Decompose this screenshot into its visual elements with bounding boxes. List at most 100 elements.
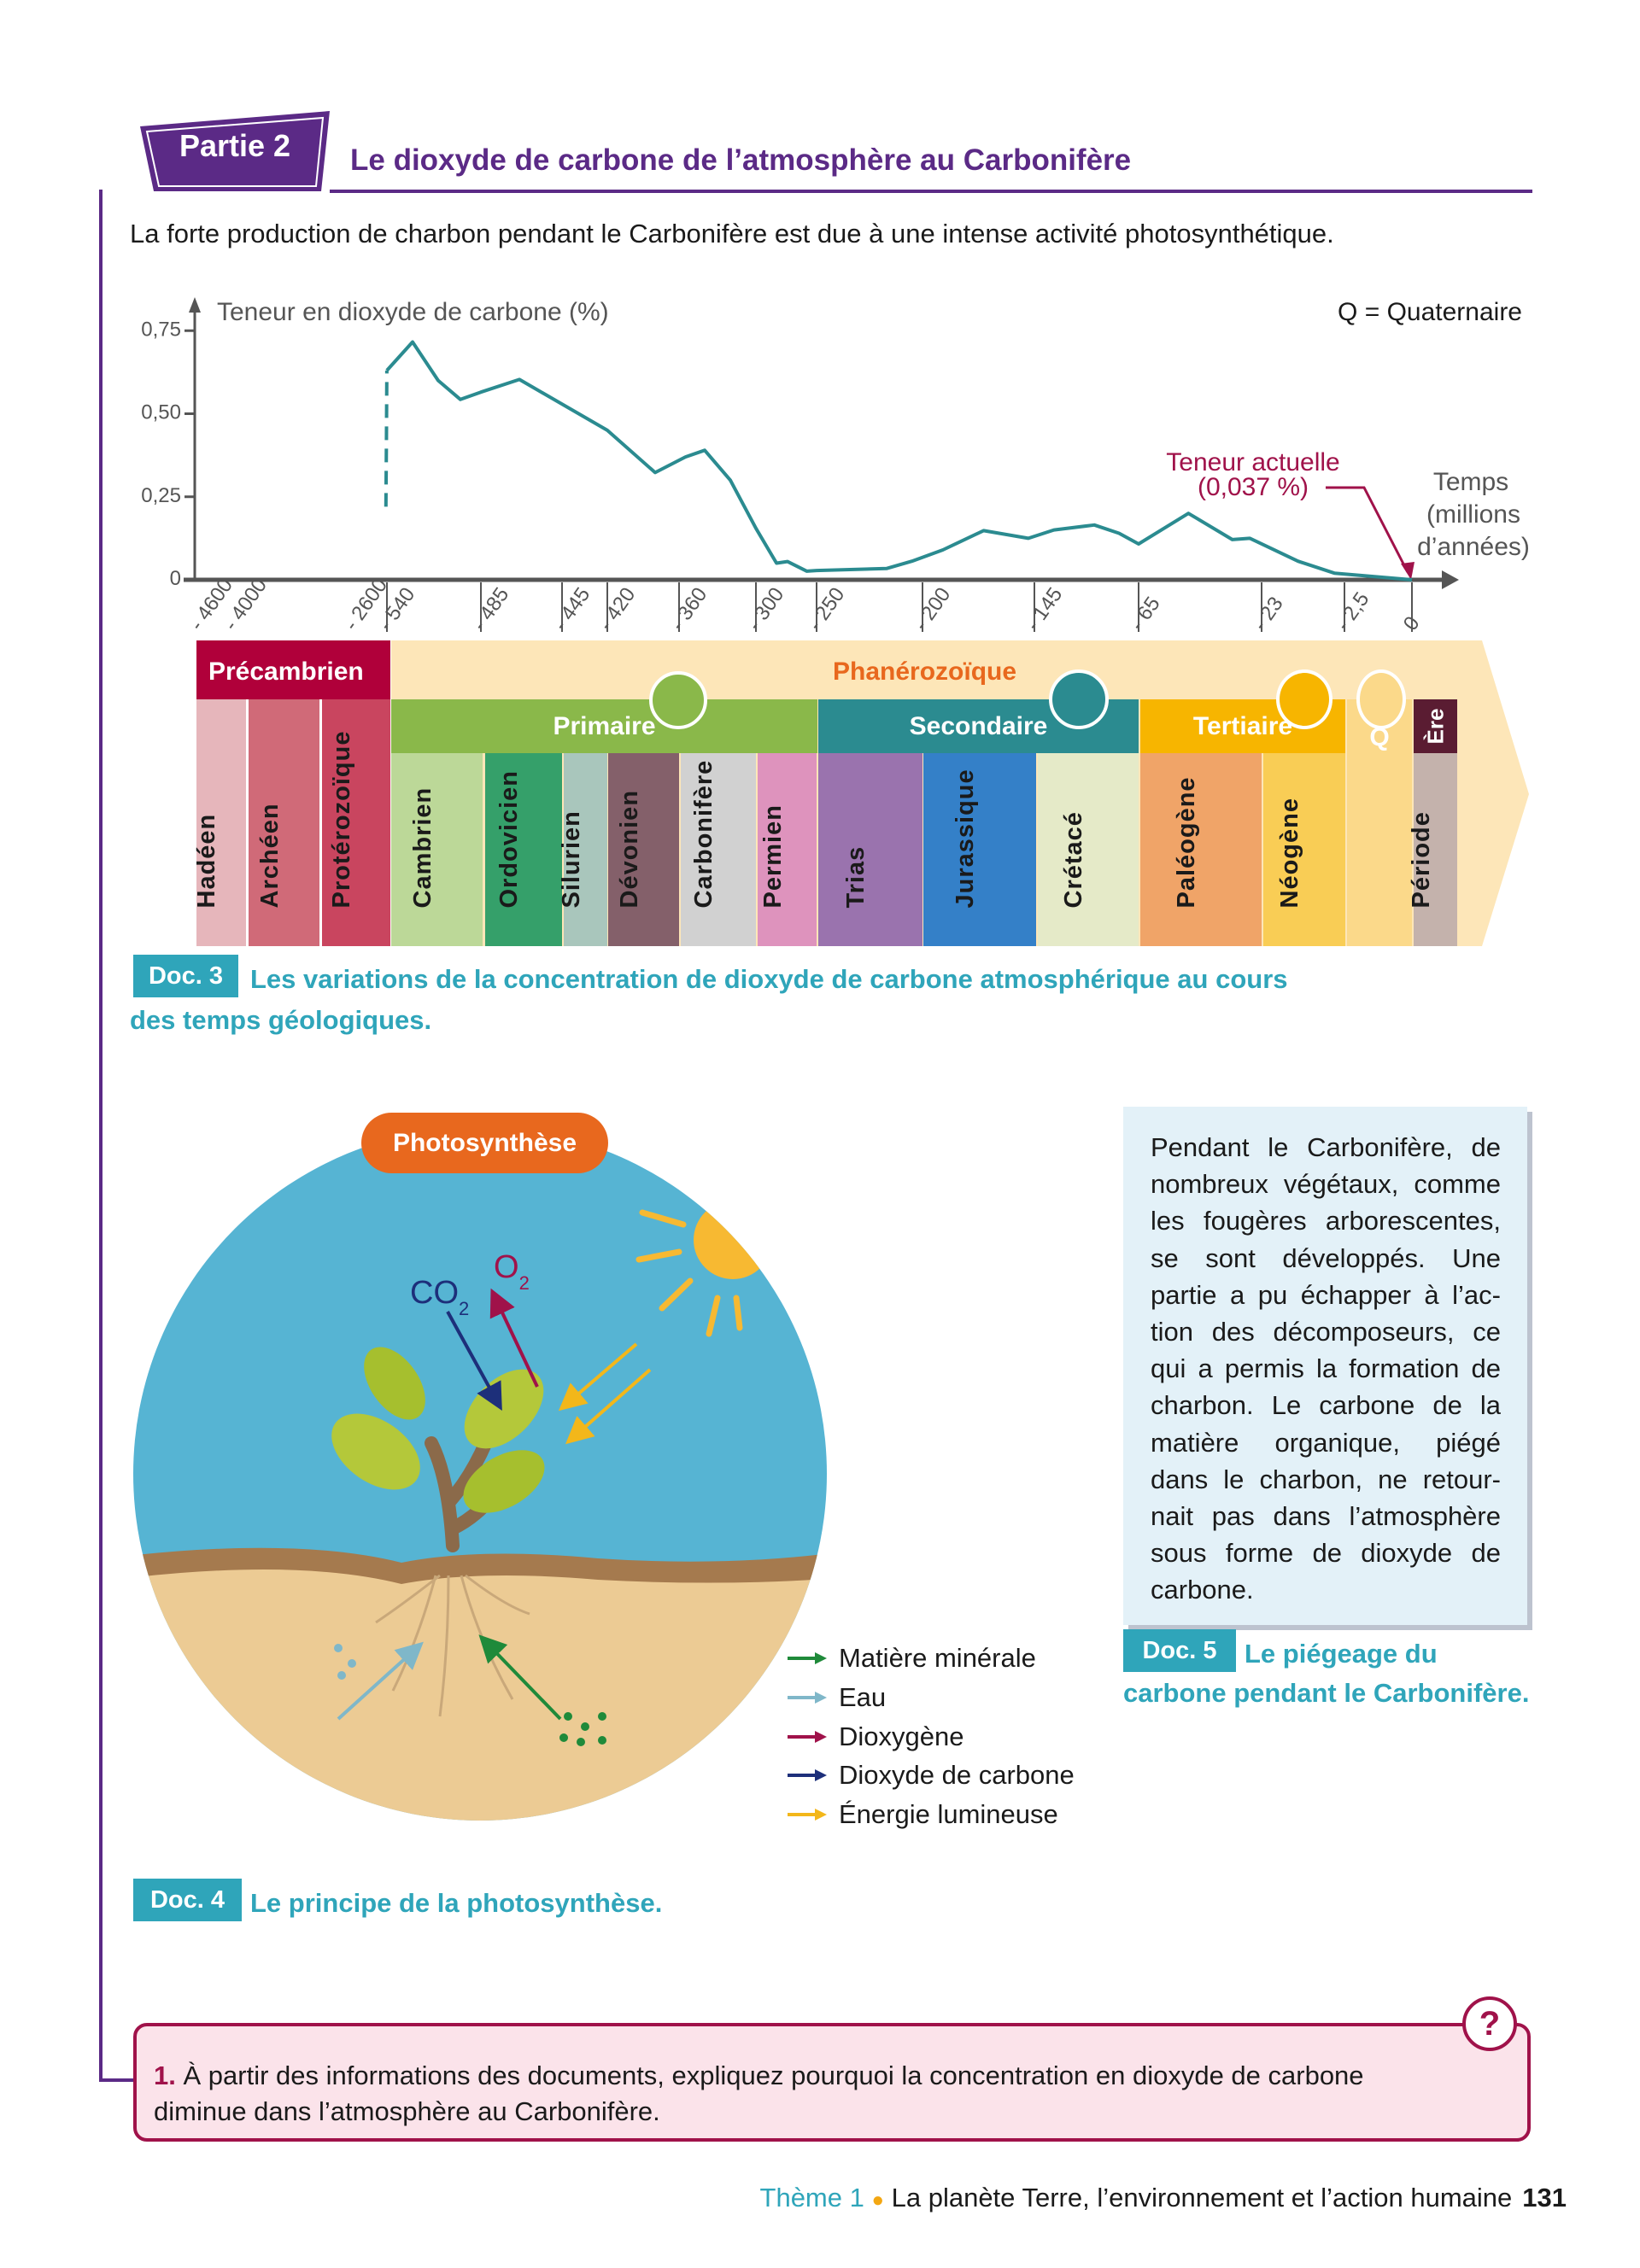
y-axis-arrow	[189, 297, 201, 313]
period-label: Dévonien	[615, 789, 643, 909]
human-icon	[1356, 669, 1406, 729]
trilobite-icon	[649, 671, 707, 729]
intro-text: La forte production de charbon pendant l…	[130, 219, 1334, 248]
period-label: Ordovicien	[495, 770, 523, 909]
legend-label: Matière minérale	[839, 1643, 1036, 1673]
section-rule-bottom	[99, 2078, 135, 2082]
period-néogène: Néogène	[1263, 753, 1345, 946]
legend-item: Énergie lumineuse	[788, 1797, 1058, 1832]
period-protérozoïque: Protérozoïque	[322, 699, 390, 946]
annotation-arrowhead	[1401, 562, 1414, 580]
photosynthesis-illustration: CO2 O2	[133, 1127, 827, 1821]
water-arrow	[337, 1641, 424, 1721]
legend-label: Dioxyde de carbone	[839, 1760, 1075, 1790]
period-label: Silurien	[557, 810, 585, 909]
doc3-caption-1: Les variations de la concentration de di…	[250, 964, 1288, 994]
part-badge	[140, 111, 330, 191]
period-ordovicien: Ordovicien	[485, 753, 562, 946]
doc5-text: Pendant le Carbonifère, de nombreux végé…	[1151, 1132, 1501, 1605]
x-axis-arrow	[1442, 570, 1459, 589]
period-crétacé: Crétacé	[1038, 753, 1139, 946]
doc5-badge: Doc. 5	[1123, 1629, 1236, 1672]
geologic-timescale: Précambrien Phanérozoïque Primaire Secon…	[0, 0, 1640, 948]
doc3-caption-2: des temps géologiques.	[130, 1005, 432, 1035]
doc4-caption: Le principe de la photosynthèse.	[250, 1888, 663, 1918]
co2-label: CO2	[410, 1275, 469, 1319]
x-axis-label-2: (millions	[1426, 500, 1520, 529]
question-mark-icon: ?	[1462, 1996, 1517, 2051]
soil	[133, 1563, 827, 1821]
period-hadéen: Hadéen	[193, 699, 246, 946]
y-tick-label: 0	[170, 567, 181, 590]
page-title: Le dioxyde de carbone de l’atmosphère au…	[350, 143, 1132, 177]
legend-label: Dioxygène	[839, 1721, 964, 1751]
period-cambrien: Cambrien	[391, 753, 483, 946]
legend-item: Dioxygène	[788, 1720, 964, 1754]
doc4-badge: Doc. 4	[133, 1879, 242, 1921]
annotation-line1: Teneur actuelle	[1166, 448, 1339, 476]
doc5-textbox	[1123, 1107, 1527, 1625]
period-label: Néogène	[1276, 798, 1303, 909]
dinosaur-icon	[1049, 669, 1109, 729]
y-tick-label: 0,75	[141, 318, 181, 341]
water-drops-icon	[334, 1644, 356, 1680]
legend-label: Énergie lumineuse	[839, 1799, 1058, 1829]
arrow-icon	[788, 1652, 827, 1664]
legend-item: Dioxyde de carbone	[788, 1758, 1075, 1792]
period-dévonien: Dévonien	[608, 753, 679, 946]
quaternary-note: Q = Quaternaire	[1338, 298, 1522, 326]
y-tick-label: 0,25	[141, 484, 181, 507]
ground-line	[133, 1547, 827, 1584]
era-header-label: Ère	[1421, 708, 1448, 745]
period-label: Hadéen	[193, 813, 220, 909]
x-axis-label-3: d’années)	[1417, 533, 1530, 561]
era-primaire: Primaire	[391, 699, 817, 753]
plant	[331, 1347, 545, 1717]
sun-icon	[636, 1201, 772, 1337]
period-label: Crétacé	[1060, 811, 1087, 909]
period-label: Période	[1407, 811, 1435, 909]
primate-icon	[1276, 669, 1332, 729]
period-label: Permien	[758, 804, 787, 909]
question-body: À partir des informations des documents,…	[154, 2060, 1364, 2126]
page-number: 131	[1522, 2183, 1567, 2212]
legend-item: Matière minérale	[788, 1641, 1036, 1675]
o2-label: O2	[494, 1249, 530, 1294]
x-axis-label-1: Temps	[1433, 468, 1508, 496]
mineral-arrow	[478, 1634, 562, 1721]
period-label: Protérozoïque	[328, 730, 355, 909]
light-arrow	[558, 1342, 638, 1412]
doc5-caption-2: carbone pendant le Carbonifère.	[1123, 1678, 1530, 1708]
period-label: Carbonifère	[690, 759, 718, 909]
footer-text: La planète Terre, l’environnement et l’a…	[891, 2183, 1513, 2212]
co2-series-line	[385, 340, 1413, 582]
legend-label: Eau	[839, 1682, 887, 1712]
doc5-caption-1: Le piégeage du	[1245, 1639, 1438, 1669]
question-number: 1.	[154, 2060, 176, 2090]
arrow-icon	[788, 1731, 827, 1743]
annotation-pointer	[1326, 486, 1409, 573]
era-label: Tertiaire	[1192, 712, 1293, 740]
footer-theme: Thème 1	[759, 2183, 864, 2212]
period-archéen: Archéen	[249, 699, 319, 946]
period-label: Trias	[842, 845, 870, 909]
page-footer: Thème 1 ● La planète Terre, l’environnem…	[760, 2183, 1567, 2213]
light-arrow	[565, 1368, 652, 1445]
co2-series-dashed	[384, 370, 389, 507]
part-label: Partie 2	[179, 128, 291, 163]
period-label: Archéen	[255, 803, 284, 909]
question-box	[133, 2023, 1531, 2142]
period-paléogène: Paléogène	[1140, 753, 1262, 946]
era-label: Primaire	[553, 712, 656, 740]
arrow-icon	[788, 1809, 827, 1821]
y-tick-label: 0,50	[141, 401, 181, 424]
era-header: Ère	[1414, 699, 1457, 753]
period-quaternaire	[1347, 753, 1412, 946]
period-silurien: Silurien	[558, 753, 607, 946]
period-trias: Trias	[818, 753, 922, 946]
section-rule	[99, 190, 102, 2082]
co2-chart: Teneur en dioxyde de carbone (%) Q = Qua…	[141, 297, 1530, 634]
eon-phanerozoic: Phanérozoïque	[833, 658, 1017, 686]
period-label: Jurassique	[952, 769, 979, 909]
annotation-line2: (0,037 %)	[1198, 473, 1309, 501]
